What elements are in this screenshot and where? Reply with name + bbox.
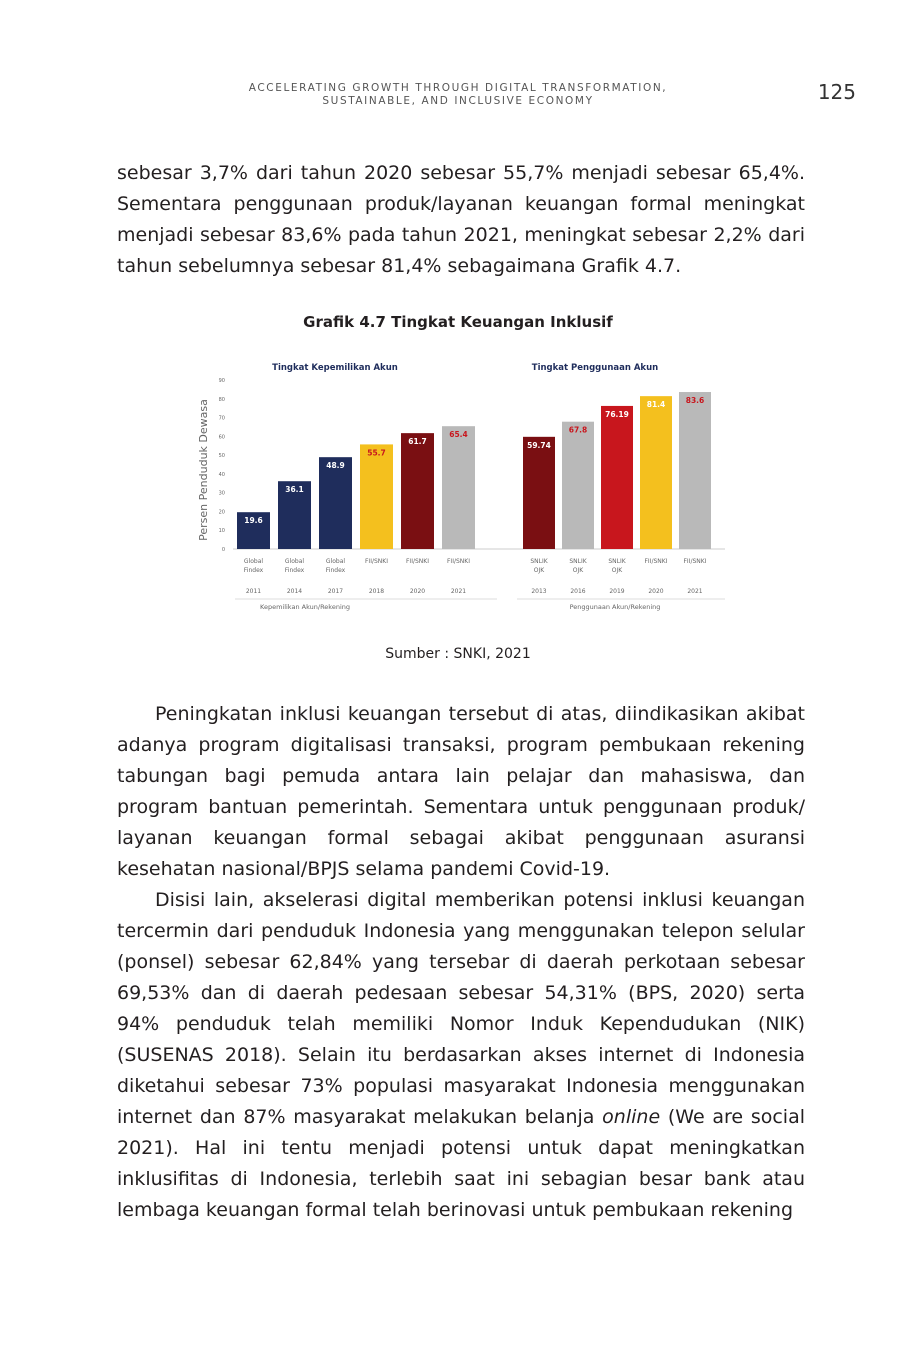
group-label: Kepemilikan Akun/Rekening — [260, 603, 350, 611]
bar-category-label: SNLIK — [608, 558, 626, 565]
bar-category-label: FII/SNKI — [406, 558, 429, 565]
bar-category-label: Global — [326, 558, 345, 565]
paragraph-3-italic: online — [602, 1106, 661, 1128]
bar-category-label: SNLIK — [569, 558, 587, 565]
bar-year-label: 2011 — [246, 588, 261, 595]
bar-value-label: 61.7 — [408, 437, 427, 446]
running-head-line-1: ACCELERATING GROWTH THROUGH DIGITAL TRAN… — [248, 82, 668, 94]
chart-bar — [523, 436, 555, 549]
bar-category-label: Global — [244, 558, 263, 565]
running-head-line-2: SUSTAINABLE, AND INCLUSIVE ECONOMY — [322, 95, 594, 107]
bar-year-label: 2019 — [609, 588, 624, 595]
chart-bar — [319, 457, 352, 549]
bar-value-label: 59.74 — [527, 441, 551, 450]
bar-value-label: 55.7 — [367, 448, 386, 457]
bar-category-label: FII/SNKI — [447, 558, 470, 565]
bar-year-label: 2013 — [531, 588, 546, 595]
chart-bar — [679, 392, 711, 549]
paragraph-3-text-b: (We are social 2021). Hal ini tentu menj… — [117, 1106, 805, 1221]
running-head: ACCELERATING GROWTH THROUGH DIGITAL TRAN… — [200, 82, 716, 108]
paragraph-3: Disisi lain, akselerasi digital memberik… — [117, 885, 805, 1226]
bar-category-label: OJK — [573, 567, 584, 574]
bar-year-label: 2020 — [648, 588, 663, 595]
bar-category-label: FII/SNKI — [644, 558, 667, 565]
figure-source: Sumber : SNKI, 2021 — [385, 646, 531, 662]
bar-value-label: 19.6 — [244, 516, 263, 525]
bar-value-label: 48.9 — [326, 461, 345, 470]
paragraph-1: sebesar 3,7% dari tahun 2020 sebesar 55,… — [117, 162, 805, 277]
panel-title: Tingkat Penggunaan Akun — [532, 363, 658, 373]
bar-year-label: 2017 — [328, 588, 343, 595]
figure-caption: Grafik 4.7 Tingkat Keuangan Inklusif — [303, 313, 613, 331]
bar-value-label: 81.4 — [647, 400, 666, 409]
y-axis-label: Persen Penduduk Dewasa — [197, 399, 210, 541]
bar-year-label: 2021 — [451, 588, 466, 595]
bar-year-label: 2016 — [570, 588, 585, 595]
y-tick-label: 70 — [219, 416, 225, 422]
y-tick-label: 0 — [222, 547, 225, 553]
group-label: Penggunaan Akun/Rekening — [570, 603, 661, 611]
bar-category-label: SNLIK — [530, 558, 548, 565]
chart-bar — [601, 405, 633, 549]
bar-category-label: FII/SNKI — [365, 558, 388, 565]
chart-bar — [360, 444, 393, 549]
chart-bar — [640, 396, 672, 549]
bar-category-label: FII/SNKI — [683, 558, 706, 565]
y-tick-label: 20 — [219, 509, 225, 515]
bar-value-label: 67.8 — [569, 426, 588, 435]
y-tick-label: 50 — [219, 453, 225, 459]
bar-category-label: OJK — [612, 567, 623, 574]
bar-value-label: 65.4 — [449, 430, 468, 439]
bar-category-label: Findex — [285, 567, 305, 574]
page-number: 125 — [817, 80, 856, 104]
bar-year-label: 2018 — [369, 588, 384, 595]
y-tick-label: 60 — [219, 434, 225, 440]
bar-category-label: Global — [285, 558, 304, 565]
bar-value-label: 83.6 — [686, 396, 705, 405]
chart-bar — [237, 512, 270, 549]
bar-year-label: 2020 — [410, 588, 425, 595]
chart-bar — [401, 433, 434, 549]
paragraph-3-text-a: Disisi lain, akselerasi digital memberik… — [117, 889, 805, 1128]
y-tick-label: 30 — [219, 491, 225, 497]
financial-inclusion-chart: Persen Penduduk Dewasa 0 10 20 30 40 50 60 70 80 9… — [197, 360, 725, 615]
y-tick-label: 40 — [219, 472, 225, 478]
bar-year-label: 2021 — [687, 588, 702, 595]
panel-title: Tingkat Kepemilikan Akun — [272, 363, 398, 373]
chart-bar — [562, 421, 594, 549]
chart-bar — [278, 481, 311, 549]
bar-value-label: 76.19 — [605, 410, 629, 419]
bar-category-label: Findex — [244, 567, 264, 574]
y-tick-label: 90 — [219, 378, 225, 384]
paragraph-2: Peningkatan inklusi keuangan tersebut di… — [117, 703, 805, 880]
bar-category-label: Findex — [326, 567, 346, 574]
chart-bar — [442, 426, 475, 549]
y-tick-label: 80 — [219, 397, 225, 403]
y-tick-label: 10 — [219, 528, 225, 534]
bar-value-label: 36.1 — [285, 485, 304, 494]
bar-category-label: OJK — [534, 567, 545, 574]
bar-year-label: 2014 — [287, 588, 302, 595]
